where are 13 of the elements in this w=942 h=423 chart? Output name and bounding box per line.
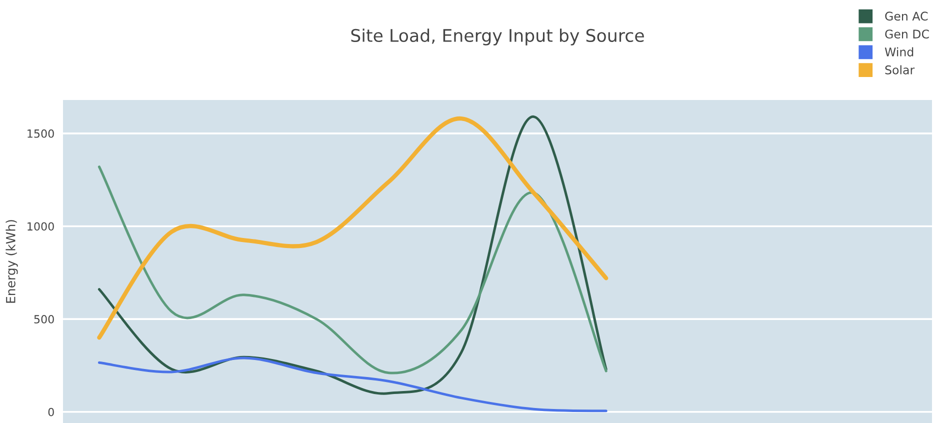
legend-label: Solar xyxy=(885,65,915,74)
legend-label: Wind xyxy=(884,47,914,56)
y-tick-label: 1000 xyxy=(28,222,54,231)
y-tick-label: 500 xyxy=(34,315,54,324)
chart-title: Site Load, Energy Input by Source xyxy=(351,28,644,46)
line-series xyxy=(97,116,608,340)
legend-label: Gen DC xyxy=(885,30,929,39)
y-tick-label: 1500 xyxy=(28,129,54,138)
legend-label: Gen AC xyxy=(885,12,928,21)
line-series xyxy=(98,166,608,374)
y-tick-label: 0 xyxy=(48,408,54,416)
y-axis-title: Energy (kWh) xyxy=(6,220,18,303)
line-series xyxy=(98,356,608,412)
